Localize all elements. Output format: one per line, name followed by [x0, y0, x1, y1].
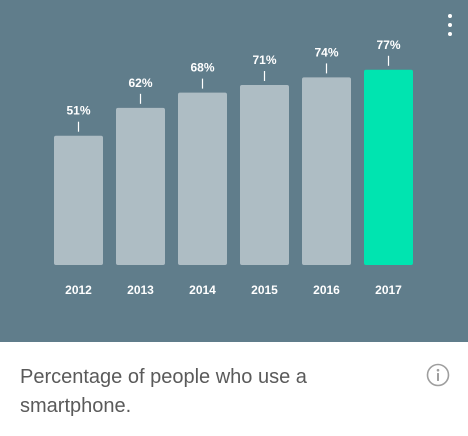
value-label-2014: 68%	[190, 61, 214, 75]
value-label-2016: 74%	[314, 45, 338, 59]
tick-label-2012: 2012	[65, 283, 92, 297]
tick-label-2015: 2015	[251, 283, 278, 297]
value-label-2017: 77%	[376, 38, 400, 52]
bar-2016	[302, 77, 351, 265]
more-vert-icon	[448, 14, 452, 18]
info-icon	[426, 363, 450, 387]
tick-label-2013: 2013	[127, 283, 154, 297]
bar-chart: 51% 2012 62% 2013 68% 2014 71% 2015 74% 2016 77% 20…	[54, 38, 413, 297]
tick-label-2014: 2014	[189, 283, 216, 297]
chart-caption: Percentage of people who use a smartphon…	[20, 366, 307, 417]
bar-2017	[364, 69, 413, 266]
bar-2013	[116, 107, 165, 265]
bar-2015	[240, 85, 289, 265]
value-label-2012: 51%	[66, 104, 90, 118]
value-label-2015: 71%	[252, 53, 276, 67]
value-label-2013: 62%	[128, 76, 152, 90]
tick-label-2017: 2017	[375, 283, 402, 297]
more-options-button[interactable]	[440, 14, 460, 36]
tick-label-2016: 2016	[313, 283, 340, 297]
info-button[interactable]	[426, 363, 450, 387]
bar-2012	[54, 135, 103, 265]
chart-panel: 51% 2012 62% 2013 68% 2014 71% 2015 74% 2016 77% 20…	[0, 0, 468, 342]
bar-2014	[178, 92, 227, 266]
